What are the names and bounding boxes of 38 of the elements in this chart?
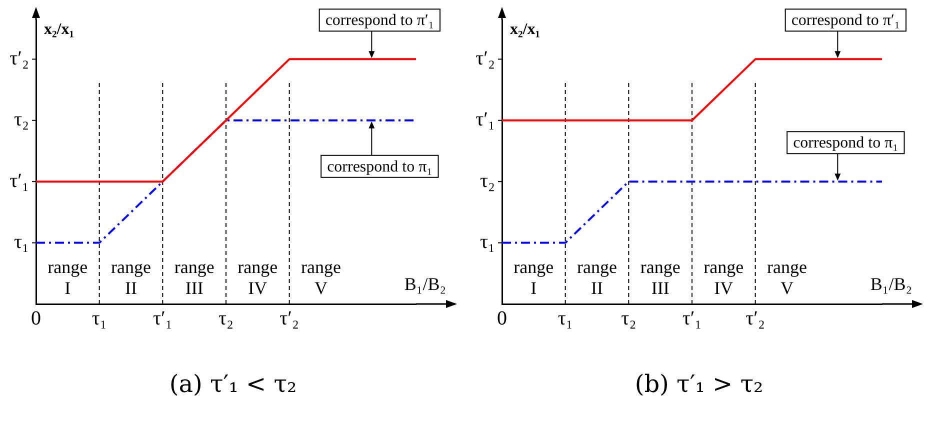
ref-line-label: τ′₂ xyxy=(476,47,495,70)
annotation: correspond to π′₁ xyxy=(791,12,900,30)
annotation: range IV xyxy=(238,257,278,298)
ref-line-label: τ₁ xyxy=(14,231,29,254)
x-tick-label: τ′₁ xyxy=(682,307,702,330)
annotation: correspond to π₁ xyxy=(327,158,432,176)
annotation: range V xyxy=(767,257,807,298)
ref-line-label: τ′₂ xyxy=(10,47,29,70)
annotation: range I xyxy=(48,257,88,298)
x-tick-label: 0 xyxy=(31,307,41,330)
annotation: range I xyxy=(514,257,554,298)
x-tick-label: τ₁ xyxy=(558,307,573,330)
x-tick-label: τ₂ xyxy=(218,307,234,330)
annotation: correspond to π′₁ xyxy=(325,12,434,30)
ref-line-label: τ₂ xyxy=(480,170,495,192)
annotation: range V xyxy=(301,257,341,298)
annotation: range III xyxy=(640,257,680,298)
ref-line-label: τ₁ xyxy=(480,231,495,254)
x-tick-label: τ₂ xyxy=(621,307,636,330)
y-axis-title: x₂/x₁ xyxy=(510,21,540,38)
annotation: range IV xyxy=(704,257,744,298)
ref-line-label: τ₂ xyxy=(14,108,29,131)
ref-line-label: τ′₁ xyxy=(476,108,495,131)
annotation: range III xyxy=(174,257,214,298)
x-axis-title: B₁/B₂ xyxy=(404,274,446,294)
x-axis-title: B₁/B₂ xyxy=(870,274,912,294)
ref-line-label: τ′₁ xyxy=(10,170,29,192)
x-tick-label: τ′₁ xyxy=(152,307,172,330)
x-tick-label: τ′₂ xyxy=(280,307,300,330)
annotation: range II xyxy=(577,257,617,298)
text: (a) τ′₁ < τ₂ xyxy=(168,370,298,398)
x-tick-label: τ₁ xyxy=(92,307,107,330)
annotation: correspond to π₁ xyxy=(793,134,898,152)
y-axis-title: x₂/x₁ xyxy=(44,21,74,38)
text: (b) τ′₁ > τ₂ xyxy=(634,370,764,398)
x-tick-label: τ′₂ xyxy=(746,307,766,330)
x-tick-label: 0 xyxy=(497,307,507,330)
annotation: range II xyxy=(111,257,151,298)
